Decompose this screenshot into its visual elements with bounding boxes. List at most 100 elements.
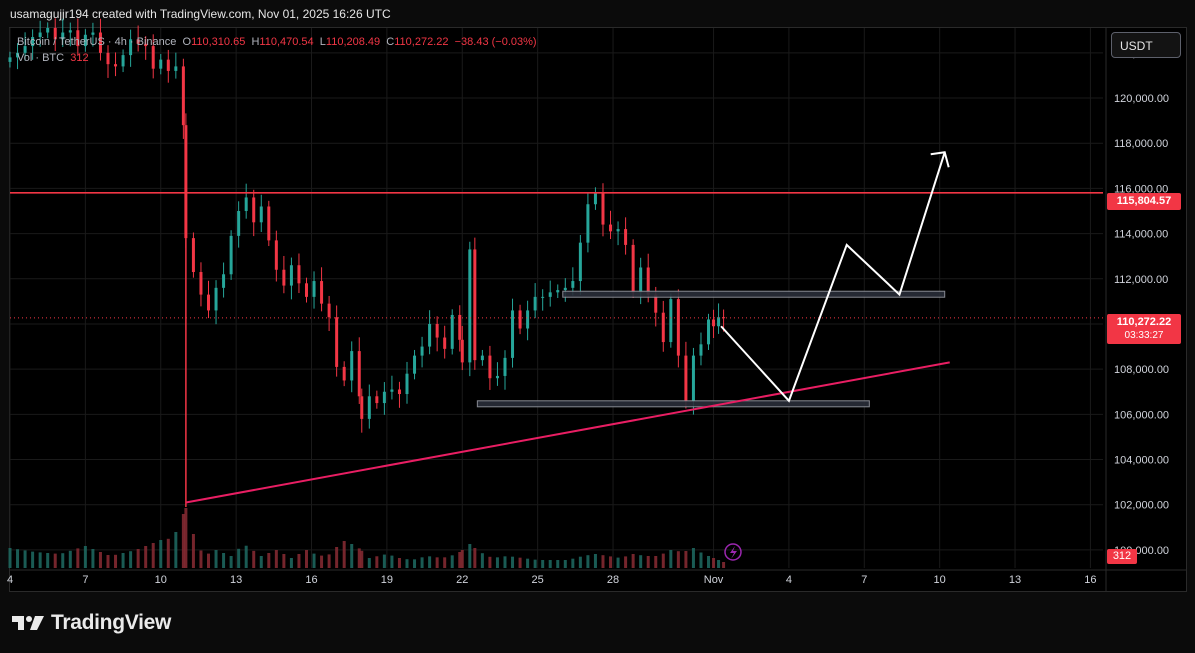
- y-tick-label: 104,000.00: [1114, 455, 1169, 467]
- candle-body: [222, 274, 226, 288]
- volume-bar: [495, 557, 499, 568]
- volume-bar: [518, 557, 522, 568]
- grid: [9, 28, 1103, 568]
- volume-bar: [631, 554, 635, 568]
- candle-body: [151, 46, 155, 69]
- volume-bar: [468, 544, 472, 568]
- currency-button[interactable]: USDT: [1111, 32, 1181, 58]
- x-tick-label: 19: [381, 574, 393, 586]
- volume-bar: [274, 550, 278, 568]
- candle-body: [707, 319, 711, 345]
- volume-bar: [639, 555, 643, 568]
- candle-body: [458, 314, 462, 340]
- candle-body: [297, 265, 301, 284]
- volume-bar: [144, 546, 148, 568]
- volume-bar: [342, 541, 346, 568]
- volume-bar: [214, 550, 218, 568]
- candle-body: [8, 57, 12, 62]
- candle-body: [405, 373, 409, 395]
- high-label: H: [251, 36, 260, 48]
- candle-body: [16, 52, 20, 58]
- y-tick-label: 108,000.00: [1114, 364, 1169, 376]
- volume-bar: [684, 551, 688, 568]
- volume-bar: [267, 553, 271, 568]
- volume-bar: [601, 555, 605, 568]
- volume-bar: [390, 555, 394, 568]
- volume-bar: [282, 554, 286, 568]
- candle-body: [468, 249, 472, 363]
- candle-body: [435, 323, 439, 338]
- x-tick-label: 16: [305, 574, 317, 586]
- candle-body: [229, 235, 233, 275]
- volume-bar: [297, 554, 301, 568]
- candle-body: [684, 355, 688, 401]
- last-price-value: 110,272.22: [1116, 316, 1172, 328]
- candle-body: [676, 299, 680, 356]
- volume-bar: [375, 556, 379, 568]
- candle-body: [480, 355, 484, 361]
- candle-body: [31, 37, 35, 47]
- candle-body: [533, 296, 537, 311]
- candle-body: [669, 299, 673, 343]
- volume-bar: [335, 547, 339, 568]
- candles: [8, 18, 726, 507]
- volume-price-tag: 312: [1107, 549, 1137, 564]
- volume-bar: [586, 555, 590, 568]
- candle-body: [722, 317, 726, 319]
- resistance-price-tag: 115,804.57: [1107, 193, 1181, 210]
- volume-bar: [458, 552, 462, 568]
- volume-bar: [166, 538, 170, 568]
- candle-body: [563, 287, 567, 291]
- volume-bar: [229, 556, 233, 568]
- x-tick-label: 13: [230, 574, 242, 586]
- volume-bar: [435, 557, 439, 568]
- candle-body: [98, 32, 102, 53]
- volume-bar: [624, 556, 628, 568]
- candle-body: [320, 281, 324, 304]
- candle-body: [382, 391, 386, 404]
- symbol-name: Bitcoin / TetherUS · 4h · Binance: [17, 36, 177, 48]
- volume-bar: [184, 508, 188, 568]
- candle-body: [654, 294, 658, 313]
- candle-body: [38, 32, 42, 38]
- volume-bar: [473, 548, 477, 568]
- candle-body: [601, 192, 605, 225]
- volume-bar: [289, 558, 293, 568]
- candle-body: [691, 355, 695, 401]
- candle-body: [174, 66, 178, 71]
- last-price-tag: 110,272.22 03:33:27: [1107, 314, 1181, 344]
- candle-body: [259, 206, 263, 223]
- candle-body: [23, 46, 27, 53]
- candle-body: [76, 30, 80, 47]
- candle-body: [357, 351, 361, 397]
- volume-bar: [609, 556, 613, 568]
- candle-body: [252, 197, 256, 223]
- volume-bar: [174, 532, 178, 568]
- candle-body: [206, 294, 210, 311]
- x-tick-label: 22: [456, 574, 468, 586]
- candle-body: [450, 314, 454, 349]
- volume-bar: [669, 550, 673, 568]
- candle-body: [717, 317, 721, 327]
- support-zone: [562, 290, 946, 298]
- candle-body: [548, 292, 552, 297]
- tradingview-logo-icon: [12, 616, 44, 630]
- candle-body: [312, 281, 316, 297]
- low-value: 110,208.49: [325, 36, 381, 48]
- x-tick-label: 10: [155, 574, 167, 586]
- candle-body: [511, 310, 515, 358]
- volume-bar: [413, 559, 417, 568]
- volume-bar: [53, 553, 57, 568]
- x-tick-label: 10: [934, 574, 946, 586]
- candle-body: [46, 28, 50, 33]
- candle-body: [199, 272, 203, 295]
- chart-frame[interactable]: [9, 27, 1187, 592]
- volume-bar: [252, 550, 256, 568]
- x-tick-label: 4: [786, 574, 792, 586]
- volume-legend: Vol · BTC 312: [17, 52, 89, 64]
- x-tick-label: 28: [607, 574, 619, 586]
- candle-body: [129, 39, 133, 56]
- volume-bar: [661, 553, 665, 568]
- y-tick-label: 120,000.00: [1114, 93, 1169, 105]
